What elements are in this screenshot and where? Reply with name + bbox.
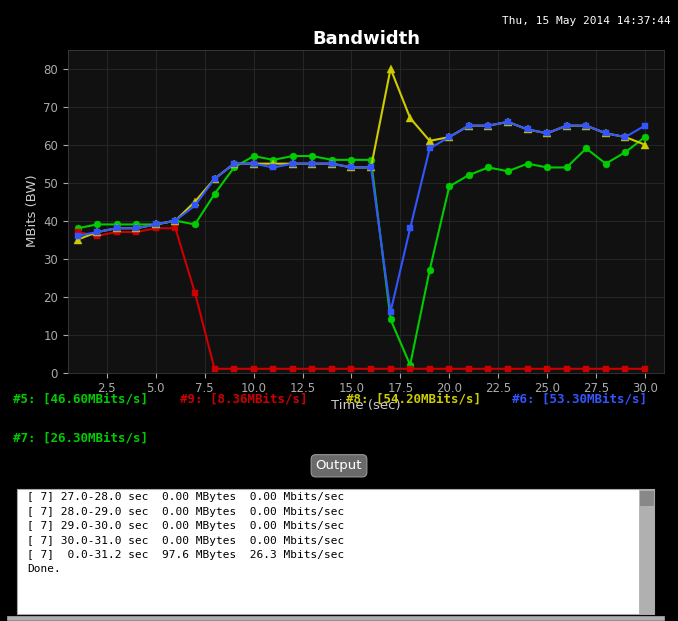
- Text: #6: [53.30MBits/s]: #6: [53.30MBits/s]: [512, 392, 647, 406]
- Text: #9: [8.36MBits/s]: #9: [8.36MBits/s]: [180, 392, 307, 406]
- Text: Output: Output: [316, 460, 362, 473]
- Text: [ 7] 27.0-28.0 sec  0.00 MBytes  0.00 Mbits/sec
[ 7] 28.0-29.0 sec  0.00 MBytes : [ 7] 27.0-28.0 sec 0.00 MBytes 0.00 Mbit…: [27, 492, 344, 574]
- Y-axis label: MBits (BW): MBits (BW): [26, 175, 39, 247]
- Text: #5: [46.60MBits/s]: #5: [46.60MBits/s]: [14, 392, 148, 406]
- X-axis label: Time (sec): Time (sec): [332, 399, 401, 412]
- Bar: [7, 616, 664, 620]
- Text: #8: [54.20MBits/s]: #8: [54.20MBits/s]: [346, 392, 481, 406]
- Bar: [640, 491, 654, 506]
- Text: #7: [26.30MBits/s]: #7: [26.30MBits/s]: [14, 432, 148, 445]
- Title: Bandwidth: Bandwidth: [312, 30, 420, 48]
- Text: Thu, 15 May 2014 14:37:44: Thu, 15 May 2014 14:37:44: [502, 16, 671, 25]
- Bar: [17, 489, 654, 614]
- Bar: [639, 489, 654, 614]
